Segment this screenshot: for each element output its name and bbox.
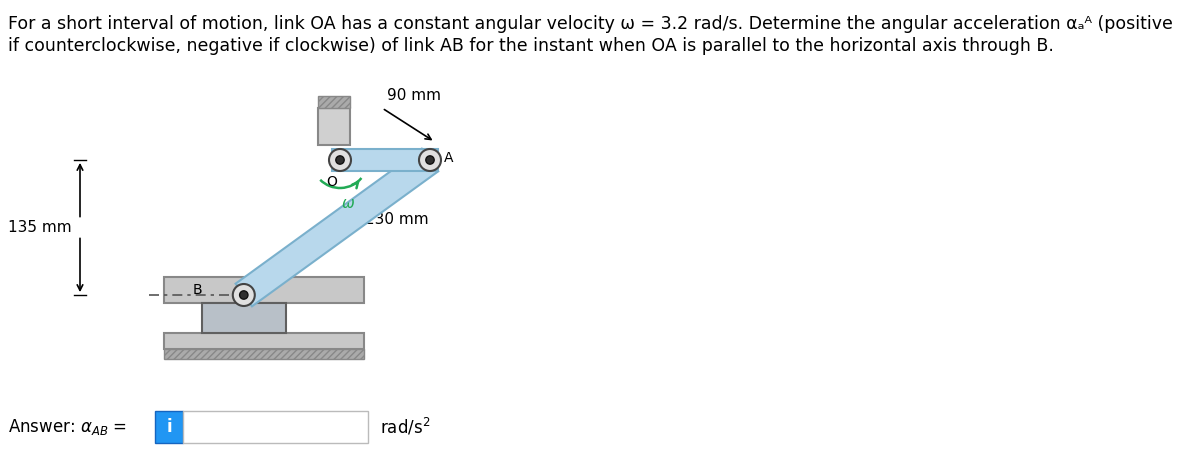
- Text: 230 mm: 230 mm: [365, 212, 428, 227]
- Text: ω: ω: [342, 196, 354, 211]
- Circle shape: [336, 156, 344, 164]
- Text: i: i: [166, 418, 172, 436]
- FancyBboxPatch shape: [155, 411, 182, 443]
- Circle shape: [240, 291, 248, 299]
- Polygon shape: [332, 149, 438, 171]
- Text: rad/s$^2$: rad/s$^2$: [380, 416, 431, 438]
- Text: 90 mm: 90 mm: [386, 88, 442, 103]
- Circle shape: [426, 156, 434, 164]
- Circle shape: [419, 149, 442, 171]
- Polygon shape: [318, 96, 350, 108]
- Text: Answer: $\alpha_{AB}$ =: Answer: $\alpha_{AB}$ =: [8, 417, 127, 437]
- Polygon shape: [202, 303, 286, 333]
- Text: A: A: [444, 151, 454, 165]
- Text: B: B: [192, 283, 202, 297]
- Text: if counterclockwise, negative if clockwise) of link AB for the instant when OA i: if counterclockwise, negative if clockwi…: [8, 37, 1054, 55]
- Polygon shape: [163, 349, 364, 359]
- FancyBboxPatch shape: [182, 411, 368, 443]
- Text: For a short interval of motion, link OA has a constant angular velocity ω = 3.2 : For a short interval of motion, link OA …: [8, 15, 1172, 33]
- Polygon shape: [163, 277, 364, 303]
- Polygon shape: [318, 108, 350, 145]
- Polygon shape: [235, 149, 438, 306]
- Circle shape: [329, 149, 352, 171]
- Text: 135 mm: 135 mm: [8, 220, 72, 235]
- Polygon shape: [163, 333, 364, 349]
- Text: O: O: [326, 175, 337, 189]
- Circle shape: [233, 284, 254, 306]
